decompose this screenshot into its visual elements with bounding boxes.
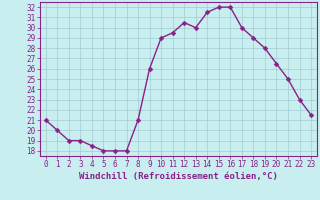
X-axis label: Windchill (Refroidissement éolien,°C): Windchill (Refroidissement éolien,°C) xyxy=(79,172,278,181)
